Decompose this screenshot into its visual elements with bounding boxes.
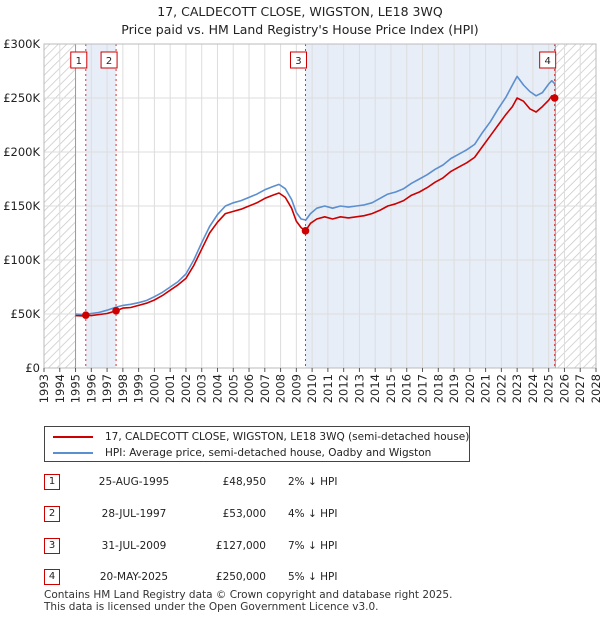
x-tick-label: 2013 <box>352 374 366 403</box>
sale-price: £53,000 <box>222 508 266 520</box>
sale-date: 31-JUL-2009 <box>101 540 167 552</box>
sale-marker-3 <box>301 227 310 235</box>
x-tick-label: 2021 <box>479 374 493 403</box>
x-tick-label: 2012 <box>337 374 351 403</box>
x-tick-label: 2027 <box>573 374 587 403</box>
sale-hpi-diff: 4% ↓ HPI <box>288 508 338 520</box>
y-tick-label: £150K <box>3 199 40 213</box>
legend-label-hpi: HPI: Average price, semi-detached house,… <box>105 447 432 459</box>
x-tick-label: 2009 <box>289 374 303 403</box>
x-tick-label: 2024 <box>526 374 540 403</box>
x-tick-label: 1993 <box>37 374 51 403</box>
table-row: 2 28-JUL-1997 £53,000 4% ↓ HPI <box>44 506 464 524</box>
legend-swatch-price <box>53 436 93 438</box>
sale-number-badge: 4 <box>44 569 60 585</box>
x-tick-label: 2000 <box>147 374 161 403</box>
price-series-line <box>75 95 556 317</box>
x-tick-label: 1998 <box>116 374 130 403</box>
footer: Contains HM Land Registry data © Crown c… <box>44 589 453 613</box>
sale-price: £127,000 <box>215 540 266 552</box>
sale-hpi-diff: 7% ↓ HPI <box>288 540 338 552</box>
sale-label-border <box>539 51 557 69</box>
sale-marker-4 <box>550 94 559 102</box>
sale-label-border <box>289 51 307 69</box>
x-tick-label: 2028 <box>589 374 600 403</box>
sale-label-text: 3 <box>295 56 301 67</box>
footer-licence: This data is licensed under the Open Gov… <box>44 600 379 613</box>
x-tick-label: 2020 <box>463 374 477 403</box>
x-tick-label: 2026 <box>557 374 571 403</box>
hpi-series-line <box>75 75 556 316</box>
sale-hpi-diff: 5% ↓ HPI <box>288 571 338 583</box>
sale-label-text: 4 <box>544 56 550 67</box>
x-tick-label: 2007 <box>258 374 272 403</box>
sale-label-text: 1 <box>76 56 82 67</box>
x-tick-label: 2008 <box>274 374 288 403</box>
x-tick-label: 2010 <box>305 374 319 403</box>
sale-label-box-4: 4 <box>539 51 557 69</box>
x-tick-label: 2018 <box>431 374 445 403</box>
x-tick-label: 2016 <box>400 374 414 403</box>
y-tick-label: £50K <box>11 307 41 321</box>
x-tick-label: 2001 <box>163 374 177 403</box>
sale-number-badge: 1 <box>44 474 60 490</box>
x-tick-label: 2019 <box>447 374 461 403</box>
x-tick-label: 2025 <box>542 374 556 403</box>
y-tick-label: £300K <box>3 37 40 51</box>
x-tick-label: 2022 <box>494 374 508 403</box>
legend: 17, CALDECOTT CLOSE, WIGSTON, LE18 3WQ (… <box>44 426 470 462</box>
sale-price: £48,950 <box>222 476 266 488</box>
sale-label-box-1: 1 <box>70 51 88 69</box>
x-tick-label: 2002 <box>179 374 193 403</box>
x-tick-label: 2014 <box>368 374 382 403</box>
sale-date: 25-AUG-1995 <box>98 476 170 488</box>
plot-frame <box>43 43 597 369</box>
x-tick-label: 1996 <box>84 374 98 403</box>
chart-subtitle: Price paid vs. HM Land Registry's House … <box>121 22 479 37</box>
legend-item-price: 17, CALDECOTT CLOSE, WIGSTON, LE18 3WQ (… <box>53 429 469 445</box>
x-tick-label: 2006 <box>242 374 256 403</box>
sale-date: 20-MAY-2025 <box>99 571 169 583</box>
sale-number-badge: 3 <box>44 538 60 554</box>
legend-swatch-hpi <box>53 452 93 454</box>
sale-marker-2 <box>112 306 120 315</box>
sale-hpi-diff: 2% ↓ HPI <box>288 476 338 488</box>
x-tick-label: 1994 <box>53 374 67 403</box>
y-tick-label: £250K <box>3 91 40 105</box>
legend-item-hpi: HPI: Average price, semi-detached house,… <box>53 445 431 461</box>
x-tick-label: 1997 <box>100 374 114 403</box>
x-tick-label: 2011 <box>321 374 335 403</box>
sale-label-box-3: 3 <box>289 51 307 69</box>
sale-price: £250,000 <box>215 571 266 583</box>
x-tick-label: 2023 <box>510 374 524 403</box>
sale-label-border <box>100 51 118 69</box>
table-row: 4 20-MAY-2025 £250,000 5% ↓ HPI <box>44 569 464 587</box>
x-tick-label: 1999 <box>132 374 146 403</box>
sale-date: 28-JUL-1997 <box>101 508 167 520</box>
y-tick-label: £100K <box>3 253 40 267</box>
table-row: 3 31-JUL-2009 £127,000 7% ↓ HPI <box>44 538 464 556</box>
legend-label-price: 17, CALDECOTT CLOSE, WIGSTON, LE18 3WQ (… <box>105 431 470 443</box>
table-row: 1 25-AUG-1995 £48,950 2% ↓ HPI <box>44 474 464 492</box>
y-tick-label: £200K <box>3 145 40 159</box>
chart-title: 17, CALDECOTT CLOSE, WIGSTON, LE18 3WQ <box>157 4 443 19</box>
sale-label-text: 2 <box>106 56 112 67</box>
sale-label-border <box>70 51 88 69</box>
footer-copyright: Contains HM Land Registry data © Crown c… <box>44 589 453 601</box>
sale-label-box-2: 2 <box>100 51 118 69</box>
sale-marker-1 <box>81 311 90 319</box>
y-tick-label: £0 <box>25 361 40 375</box>
sale-number-badge: 2 <box>44 506 60 522</box>
x-tick-label: 2017 <box>416 374 430 403</box>
x-tick-label: 2004 <box>210 374 224 403</box>
x-tick-label: 1995 <box>69 374 83 403</box>
x-tick-label: 2015 <box>384 374 398 403</box>
x-tick-label: 2003 <box>195 374 209 403</box>
x-tick-label: 2005 <box>226 374 240 403</box>
